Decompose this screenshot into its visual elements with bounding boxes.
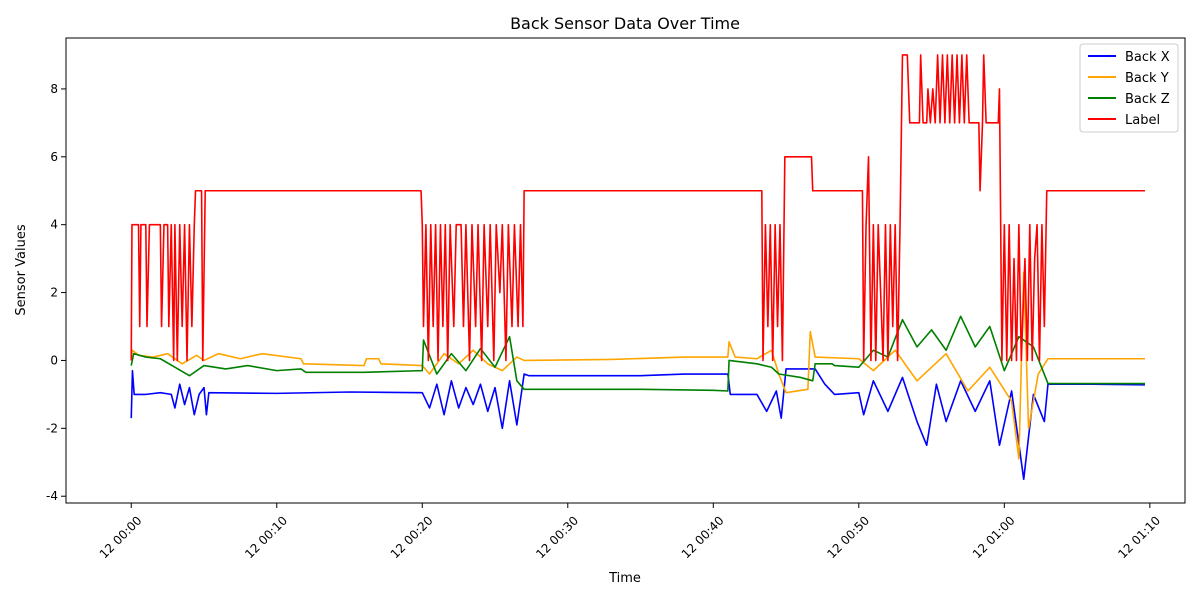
- series-line-back-y: [130, 271, 1145, 460]
- legend: Back X Back Y Back Z Label: [1079, 43, 1179, 133]
- y-tick-label: -4: [46, 489, 58, 503]
- y-tick-label: -2: [46, 421, 58, 435]
- series-line-back-x: [130, 368, 1145, 481]
- x-tick-label: 12 00:00: [97, 513, 145, 561]
- x-tick-label: 12 00:50: [824, 513, 872, 561]
- x-axis: 12 00:00 12 00:10 12 00:20 12 00:30 12 00:40…: [97, 503, 1163, 561]
- plot-frame: [65, 37, 1186, 504]
- series-line-label: [130, 54, 1145, 362]
- legend-entry: Back Y: [1125, 71, 1169, 86]
- legend-entry: Back Z: [1125, 92, 1170, 107]
- x-tick-label: 12 00:20: [388, 513, 436, 561]
- legend-entry: Label: [1125, 113, 1160, 128]
- legend-entry: Back X: [1125, 50, 1170, 65]
- y-tick-label: 6: [50, 150, 58, 164]
- y-tick-label: 4: [50, 218, 58, 232]
- x-tick-label: 12 01:00: [970, 513, 1018, 561]
- x-tick-label: 12 00:30: [533, 513, 581, 561]
- y-axis: -4 -2 0 2 4 6 8: [46, 82, 66, 503]
- plot-area: [130, 54, 1145, 481]
- y-axis-label: Sensor Values: [14, 224, 29, 315]
- y-tick-label: 2: [50, 286, 58, 300]
- y-tick-label: 0: [50, 353, 58, 367]
- x-tick-label: 12 01:10: [1115, 513, 1163, 561]
- y-tick-label: 8: [50, 82, 58, 96]
- x-tick-label: 12 00:40: [679, 513, 727, 561]
- chart-title: Back Sensor Data Over Time: [510, 14, 740, 33]
- x-axis-label: Time: [608, 571, 641, 586]
- x-tick-label: 12 00:10: [242, 513, 290, 561]
- series-line-back-z: [130, 315, 1145, 392]
- legend-box: [1079, 43, 1179, 133]
